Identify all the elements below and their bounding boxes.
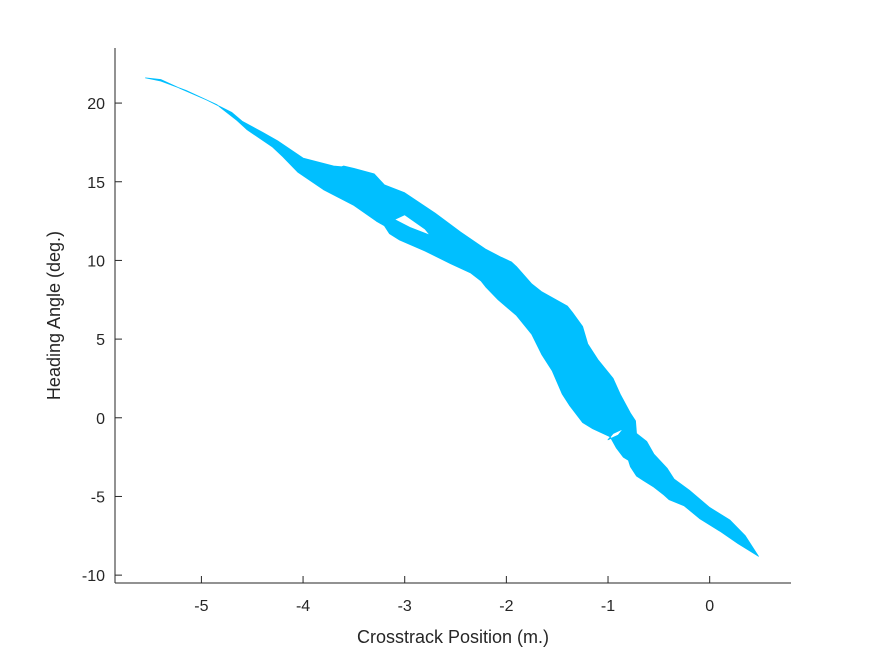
y-tick-label: 20: [87, 96, 105, 113]
y-tick-label: 5: [96, 332, 105, 349]
y-tick-label: -10: [82, 568, 105, 585]
y-tick-label: 10: [87, 253, 105, 270]
x-tick-label: -4: [296, 598, 310, 615]
x-tick-label: -3: [398, 598, 412, 615]
x-tick-label: -2: [499, 598, 513, 615]
x-axis-title: Crosstrack Position (m.): [357, 627, 549, 647]
y-ticks: -10 -5 0 5 10 15 20: [82, 96, 122, 585]
data-layer: [145, 77, 759, 557]
y-axis-title: Heading Angle (deg.): [44, 231, 64, 400]
axes: [114, 48, 791, 584]
data-region-0: [145, 77, 759, 557]
x-ticks: -5 -4 -3 -2 -1 0: [194, 576, 714, 615]
y-tick-label: 15: [87, 175, 105, 192]
x-tick-label: -1: [601, 598, 615, 615]
y-tick-label: 0: [96, 411, 105, 428]
x-tick-label: -5: [194, 598, 208, 615]
y-tick-label: -5: [91, 489, 105, 506]
x-tick-label: 0: [705, 598, 714, 615]
